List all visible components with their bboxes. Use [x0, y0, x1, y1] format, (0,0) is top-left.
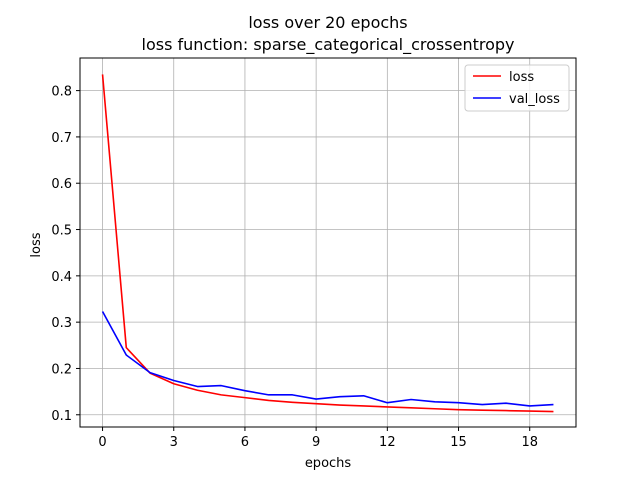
x-tick-label: 18	[521, 435, 538, 450]
x-tick-label: 12	[379, 435, 396, 450]
y-tick-label: 0.2	[51, 362, 72, 377]
grid-lines	[80, 58, 576, 427]
y-tick-label: 0.7	[51, 131, 72, 146]
y-tick-label: 0.8	[51, 85, 72, 100]
legend-label-val-loss: val_loss	[509, 92, 560, 107]
x-tick-label: 3	[170, 435, 178, 450]
chart-title: loss over 20 epochs	[248, 13, 407, 32]
y-tick-label: 0.6	[51, 177, 72, 192]
x-tick-label: 15	[450, 435, 467, 450]
tick-labels: 0 3 6 9 12 15 18 0.1 0.2 0.3 0.4 0.5 0.6 0.7 0.8	[51, 85, 538, 450]
series-line-loss	[101, 74, 554, 413]
x-axis-label: epochs	[305, 456, 352, 471]
series-lines	[101, 74, 554, 413]
axes	[76, 57, 577, 431]
x-tick-label: 9	[312, 435, 320, 450]
y-tick-label: 0.4	[51, 270, 72, 285]
plot-frame	[79, 57, 577, 428]
series-line-val-loss	[101, 311, 554, 407]
y-tick-label: 0.5	[51, 224, 72, 239]
y-tick-label: 0.1	[51, 409, 72, 424]
legend-label-loss: loss	[509, 70, 534, 85]
y-tick-label: 0.3	[51, 316, 72, 331]
x-tick-label: 0	[98, 435, 106, 450]
y-axis-label: loss	[29, 232, 44, 257]
legend: loss val_loss	[464, 64, 570, 112]
chart-subtitle: loss function: sparse_categorical_crosse…	[142, 35, 515, 55]
x-tick-label: 6	[241, 435, 249, 450]
